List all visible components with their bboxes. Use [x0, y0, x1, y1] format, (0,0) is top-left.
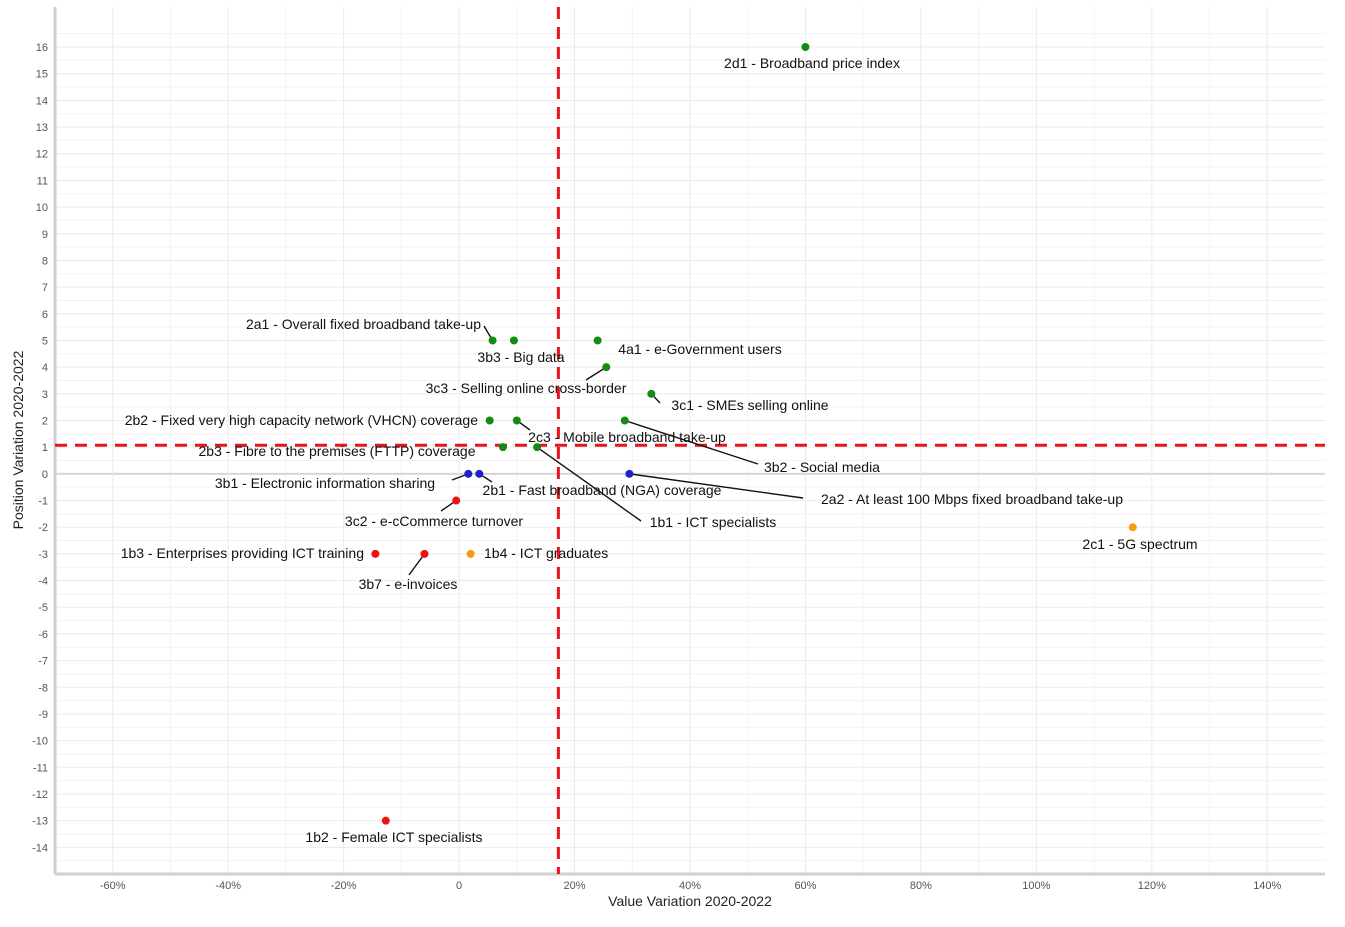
y-tick-label: -11 — [33, 762, 48, 774]
y-tick-label: 9 — [42, 229, 48, 241]
y-tick-label: -1 — [38, 496, 48, 508]
y-tick-label: 1 — [42, 442, 48, 454]
data-point — [509, 336, 518, 345]
y-tick-label: 10 — [36, 202, 48, 214]
data-point — [625, 469, 634, 478]
point-label: 1b2 - Female ICT specialists — [305, 829, 482, 845]
axes: -14-13-12-11-10-9-8-7-6-5-4-3-2-10123456… — [32, 7, 1325, 892]
y-tick-label: -3 — [38, 549, 48, 561]
point-label: 2b1 - Fast broadband (NGA) coverage — [483, 482, 722, 498]
y-tick-label: 3 — [42, 389, 48, 401]
x-tick-label: 140% — [1253, 880, 1281, 892]
point-label: 2c3 - Mobile broadband take-up — [528, 429, 726, 445]
label-leaders — [408, 325, 804, 576]
y-tick-label: 0 — [42, 469, 48, 481]
data-point — [647, 389, 656, 398]
point-label: 3b3 - Big data — [477, 349, 564, 365]
x-tick-label: 100% — [1022, 880, 1050, 892]
point-label: 1b1 - ICT specialists — [650, 514, 777, 530]
x-tick-label: 20% — [564, 880, 586, 892]
data-point — [464, 469, 473, 478]
data-point — [620, 416, 629, 425]
data-point — [512, 416, 521, 425]
y-tick-label: -13 — [32, 816, 48, 828]
y-tick-label: 14 — [36, 95, 48, 107]
y-tick-label: 11 — [37, 175, 48, 187]
data-points — [371, 43, 1137, 825]
y-tick-label: 4 — [42, 362, 48, 374]
y-tick-label: -9 — [38, 709, 48, 721]
label-leader-line — [585, 366, 607, 381]
y-tick-label: 2 — [42, 415, 48, 427]
point-label: 2a2 - At least 100 Mbps fixed broadband … — [821, 491, 1123, 507]
x-tick-label: -40% — [215, 880, 241, 892]
point-label: 1b4 - ICT graduates — [484, 545, 608, 561]
y-axis-title: Position Variation 2020-2022 — [10, 350, 26, 529]
point-label: 3c3 - Selling online cross-border — [426, 380, 627, 396]
point-label: 2d1 - Broadband price index — [724, 55, 900, 71]
reference-lines — [55, 7, 1325, 874]
label-leader-line — [536, 446, 642, 522]
point-label: 3b7 - e-invoices — [359, 576, 458, 592]
x-tick-label: -20% — [331, 880, 357, 892]
x-tick-label: 80% — [910, 880, 932, 892]
y-tick-label: -2 — [38, 522, 48, 534]
y-tick-label: -5 — [38, 602, 48, 614]
data-point — [381, 816, 390, 825]
grid — [55, 7, 1325, 874]
x-tick-label: 60% — [794, 880, 816, 892]
point-label: 2a1 - Overall fixed broadband take-up — [246, 316, 481, 332]
y-tick-label: 6 — [42, 309, 48, 321]
point-label: 3b1 - Electronic information sharing — [215, 475, 435, 491]
point-label: 2b2 - Fixed very high capacity network (… — [125, 412, 478, 428]
y-tick-label: -12 — [32, 789, 48, 801]
y-tick-label: 15 — [36, 69, 48, 81]
data-point — [420, 549, 429, 558]
data-point — [801, 43, 810, 52]
data-point — [371, 549, 380, 558]
point-label: 3c2 - e-cCommerce turnover — [345, 513, 524, 529]
data-point — [475, 469, 484, 478]
data-point — [1128, 523, 1137, 532]
data-point — [488, 336, 497, 345]
point-labels: 2d1 - Broadband price index 2a1 - Overall… — [121, 55, 1198, 845]
label-leader-line — [624, 419, 759, 465]
data-point — [466, 549, 475, 558]
point-label: 3b2 - Social media — [764, 459, 880, 475]
y-tick-label: -7 — [38, 656, 48, 668]
point-label: 4a1 - e-Government users — [618, 341, 781, 357]
data-point — [533, 443, 542, 452]
y-tick-label: 8 — [42, 255, 48, 267]
y-tick-label: -6 — [38, 629, 48, 641]
x-tick-label: 120% — [1138, 880, 1166, 892]
y-tick-label: 7 — [42, 282, 48, 294]
x-tick-label: 40% — [679, 880, 701, 892]
point-label: 3c1 - SMEs selling online — [671, 397, 828, 413]
label-leader-line — [408, 553, 426, 576]
y-tick-label: -14 — [32, 842, 48, 854]
label-leader-line — [629, 473, 804, 499]
y-tick-label: -8 — [38, 682, 48, 694]
point-label: 1b3 - Enterprises providing ICT training — [121, 545, 364, 561]
data-point — [498, 443, 507, 452]
x-tick-label: -60% — [100, 880, 126, 892]
x-tick-label: 0 — [456, 880, 462, 892]
y-tick-label: -4 — [38, 576, 48, 588]
x-axis-title: Value Variation 2020-2022 — [608, 893, 772, 909]
data-point — [602, 363, 611, 372]
y-tick-label: 13 — [36, 122, 48, 134]
data-point — [452, 496, 461, 505]
point-label: 2c1 - 5G spectrum — [1082, 536, 1197, 552]
y-tick-label: -10 — [32, 736, 48, 748]
y-tick-label: 12 — [36, 149, 48, 161]
y-tick-label: 5 — [42, 335, 48, 347]
y-tick-label: 16 — [36, 42, 48, 54]
data-point — [485, 416, 494, 425]
data-point — [593, 336, 602, 345]
point-label: 2b3 - Fibre to the premises (FTTP) cover… — [199, 443, 476, 459]
